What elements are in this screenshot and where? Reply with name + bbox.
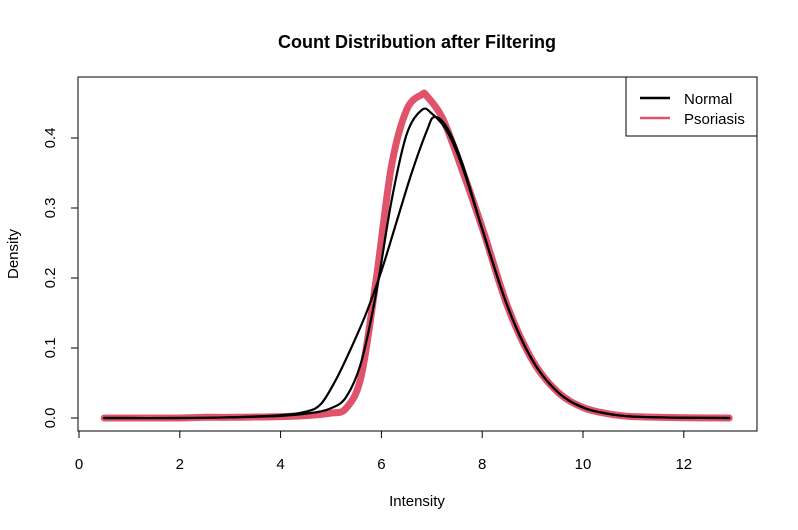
x-axis-label: Intensity [389,493,445,510]
x-tick-label: 8 [478,456,486,473]
legend-label-normal: Normal [684,91,732,108]
series-line-psoriasis-2 [100,89,733,422]
x-tick-label: 2 [176,456,184,473]
x-tick-label: 12 [675,456,692,473]
x-tick-label: 0 [75,456,83,473]
y-tick-label: 0.0 [42,408,59,429]
series-line-normal-1 [103,115,731,420]
y-tick-label: 0.2 [42,268,59,289]
x-tick-label: 4 [276,456,284,473]
x-tick-label: 10 [575,456,592,473]
y-tick-label: 0.1 [42,338,59,359]
chart-title: Count Distribution after Filtering [278,32,556,52]
y-axis: 0.0 0.1 0.2 0.3 0.4 [42,128,79,429]
density-curves [100,89,733,422]
x-axis: 0 2 4 6 8 10 12 [75,430,692,473]
y-tick-label: 0.4 [42,128,59,149]
y-axis-label: Density [5,228,22,279]
y-tick-label: 0.3 [42,198,59,219]
legend: Normal Psoriasis [625,76,758,137]
x-tick-label: 6 [377,456,385,473]
legend-box [625,76,758,137]
legend-label-psoriasis: Psoriasis [684,111,745,128]
